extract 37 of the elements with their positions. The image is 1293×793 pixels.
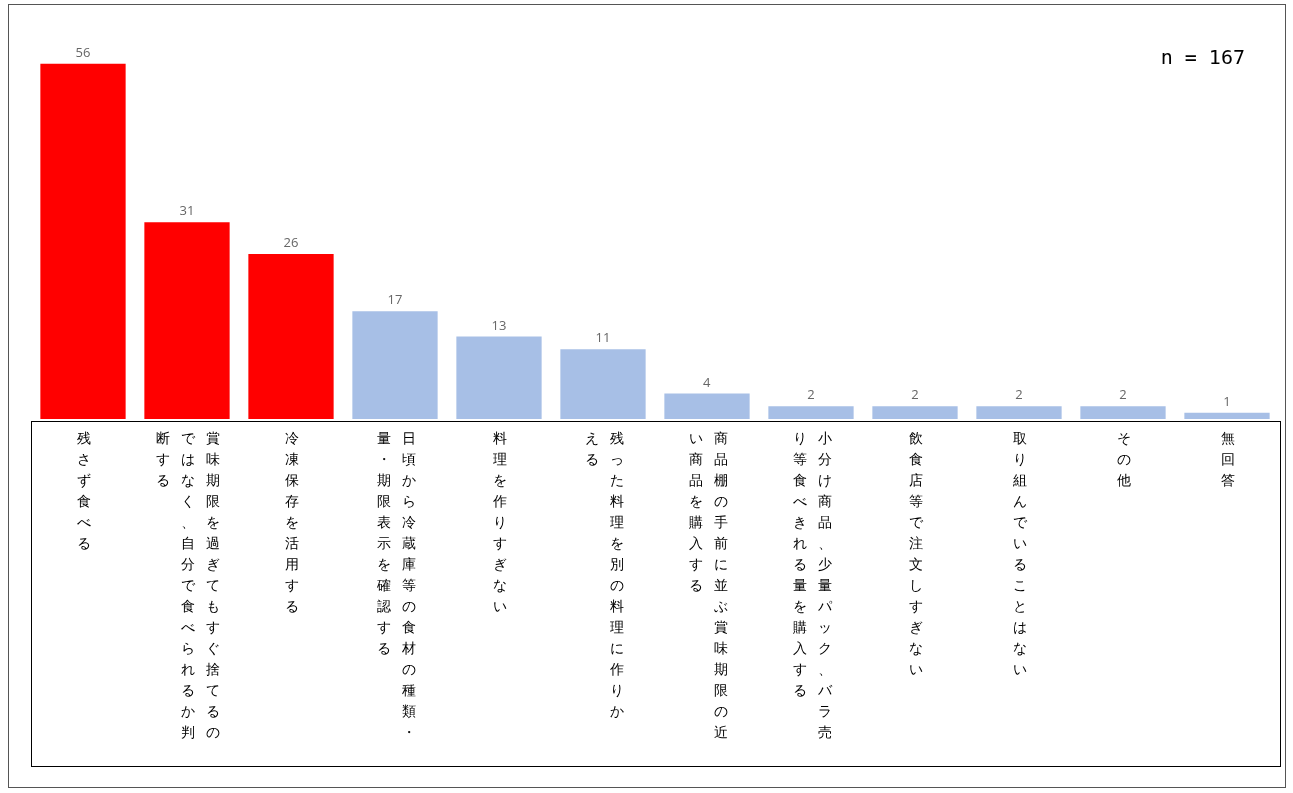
bar bbox=[40, 63, 126, 419]
category-label: 取り組んでいることはない bbox=[1013, 430, 1027, 677]
data-label: 1 bbox=[1223, 391, 1231, 410]
annotation: n = 167 bbox=[1160, 45, 1245, 69]
category-label: 冷凍保存を活用する bbox=[285, 430, 299, 614]
bar bbox=[144, 222, 230, 419]
x-tick-label: その他 bbox=[1116, 429, 1132, 490]
category-label: 日頃から冷蔵庫等の食材の種類・量・期限表示を確認する bbox=[376, 430, 416, 740]
x-tick-label: 残さず食べる bbox=[76, 429, 92, 553]
data-label: 4 bbox=[703, 372, 711, 391]
bar bbox=[1080, 406, 1166, 419]
bar bbox=[976, 406, 1062, 419]
category-label: 残った料理を別の料理に作りかえる bbox=[584, 430, 624, 719]
category-label: 小分け商品、少量パック、バラ売り等食べきれる量を購入する bbox=[792, 430, 832, 740]
data-label: 31 bbox=[179, 201, 195, 220]
x-tick-label: 無回答 bbox=[1220, 429, 1236, 490]
bar bbox=[352, 311, 438, 419]
category-label: 料理を作りすぎない bbox=[493, 430, 507, 614]
bar bbox=[248, 254, 334, 419]
data-label: 11 bbox=[595, 328, 611, 347]
data-label: 26 bbox=[283, 233, 299, 252]
data-label: 2 bbox=[911, 385, 919, 404]
bar bbox=[664, 393, 750, 419]
bar bbox=[456, 336, 542, 419]
bar bbox=[768, 406, 854, 419]
category-label: 賞味期限を過ぎてもすぐ捨てるのではなく、自分で食べられるか判断する bbox=[156, 430, 220, 740]
bar bbox=[560, 349, 646, 419]
data-label: 56 bbox=[75, 42, 91, 61]
bar bbox=[872, 406, 958, 419]
category-label: 商品棚の手前に並ぶ賞味期限の近い商品を購入する bbox=[688, 430, 728, 740]
data-label: 2 bbox=[1015, 385, 1023, 404]
data-label: 2 bbox=[1119, 385, 1127, 404]
data-label: 17 bbox=[387, 290, 403, 309]
bar bbox=[1184, 412, 1270, 419]
category-label: 飲食店等で注文しすぎない bbox=[909, 430, 923, 677]
data-label: 13 bbox=[491, 315, 507, 334]
data-label: 2 bbox=[807, 385, 815, 404]
